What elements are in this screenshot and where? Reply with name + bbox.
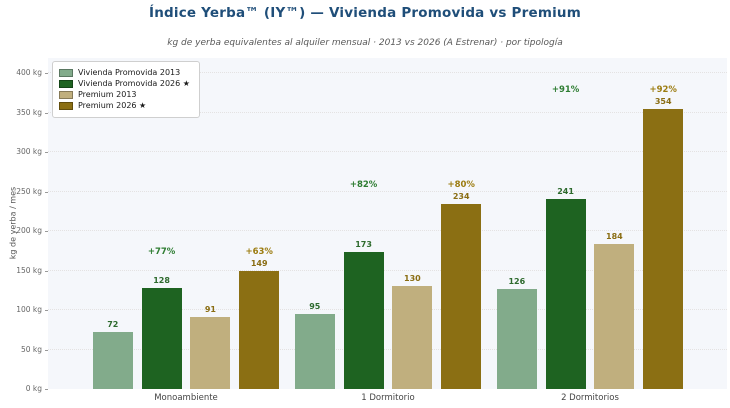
y-tick-label: 350 kg [16,107,42,117]
chart-title: Índice Yerba™ (IY™) — Vivienda Promovida… [148,5,582,21]
legend-item-label: Vivienda Promovida 2026 ★ [78,79,190,88]
legend-item-1: Vivienda Promovida 2013 [59,68,190,77]
y-tick-label: 100 kg [16,305,42,314]
y-tick-label: 300 kg [16,147,42,156]
bar-premium-2013-1 [190,317,231,389]
y-tick-mark [45,349,48,351]
legend-swatch-icon [59,101,73,110]
plot-area: 72 95 126 128 173 241 91 130 184 149 234 354 +77% +6… [48,58,727,389]
y-tick-mark [45,152,48,153]
gridline-150 [48,269,727,271]
bar-value-label: 241 [557,186,574,196]
bar-premium-2026--2 [441,204,482,389]
gridline-200 [48,230,727,231]
bar-vivienda-promovida-2013-3 [496,289,537,389]
bar-vivienda-promovida-2026--2 [343,252,384,389]
y-tick-mark [45,270,48,272]
y-tick-mark [45,231,48,232]
y-tick-label: 400 kg [16,68,42,77]
bar-premium-2026--3 [643,109,684,389]
pct-annotation: +92% [649,85,677,96]
x-tick-label-1: Monoambiente [154,393,218,403]
y-tick-label: 50 kg [20,344,42,354]
pct-annotation: +77% [147,247,176,258]
gridline-50 [48,348,727,350]
y-tick-mark [45,310,48,311]
pct-annotation: +80% [447,180,475,191]
bar-premium-2026--1 [239,271,280,389]
bar-vivienda-promovida-2026--3 [545,198,586,389]
y-tick-mark [45,389,48,390]
pct-annotation: +63% [245,247,273,258]
gridline-350 [48,111,727,113]
y-tick-label: 150 kg [16,265,42,275]
bar-premium-2013-2 [392,286,433,389]
pct-annotation: +82% [349,180,378,191]
legend-swatch-icon [59,90,73,99]
bar-value-label: 149 [250,259,268,269]
gridline-100 [48,309,727,310]
x-tick-label-2: 1 Dormitorio [361,393,415,403]
bar-premium-2013-3 [594,243,635,389]
gridline-250 [48,190,727,192]
gridline-400 [48,72,727,73]
legend: Vivienda Promovida 2013 Vivienda Promovid… [52,61,200,118]
legend-item-2: Vivienda Promovida 2026 ★ [59,79,190,88]
y-tick-mark [45,73,48,74]
bar-value-label: 126 [508,277,526,287]
bar-value-label: 91 [204,305,216,315]
bar-value-label: 354 [654,97,672,107]
bar-value-label: 95 [309,301,321,311]
y-tick-mark [45,191,48,193]
bar-vivienda-promovida-2013-2 [294,313,335,389]
bar-value-label: 128 [153,275,170,285]
legend-swatch-icon [59,68,73,77]
legend-item-3: Premium 2013 [59,90,190,99]
chart-subtitle: kg de yerba equivalentes al alquiler men… [167,38,563,48]
bar-value-label: 72 [107,320,119,330]
legend-swatch-icon [59,79,73,88]
bar-value-label: 234 [452,192,470,202]
x-tick-label-3: 2 Dormitorios [561,393,619,403]
y-tick-label: 0 kg [25,384,42,393]
gridline-300 [48,151,727,152]
legend-item-4: Premium 2026 ★ [59,101,190,110]
y-tick-label: 200 kg [16,226,42,235]
bar-value-label: 173 [355,240,372,250]
y-tick-label: 250 kg [16,186,42,196]
bar-vivienda-promovida-2013-1 [92,332,133,389]
pct-annotation: +91% [551,85,580,96]
bar-vivienda-promovida-2026--1 [141,287,182,389]
y-axis-title: kg de yerba / mes [8,186,18,260]
y-tick-mark [45,112,48,114]
legend-item-label: Premium 2013 [78,90,137,99]
bar-value-label: 184 [606,231,623,241]
legend-item-label: Vivienda Promovida 2013 [78,68,181,77]
bar-value-label: 130 [404,274,421,284]
legend-item-label: Premium 2026 ★ [78,101,147,110]
